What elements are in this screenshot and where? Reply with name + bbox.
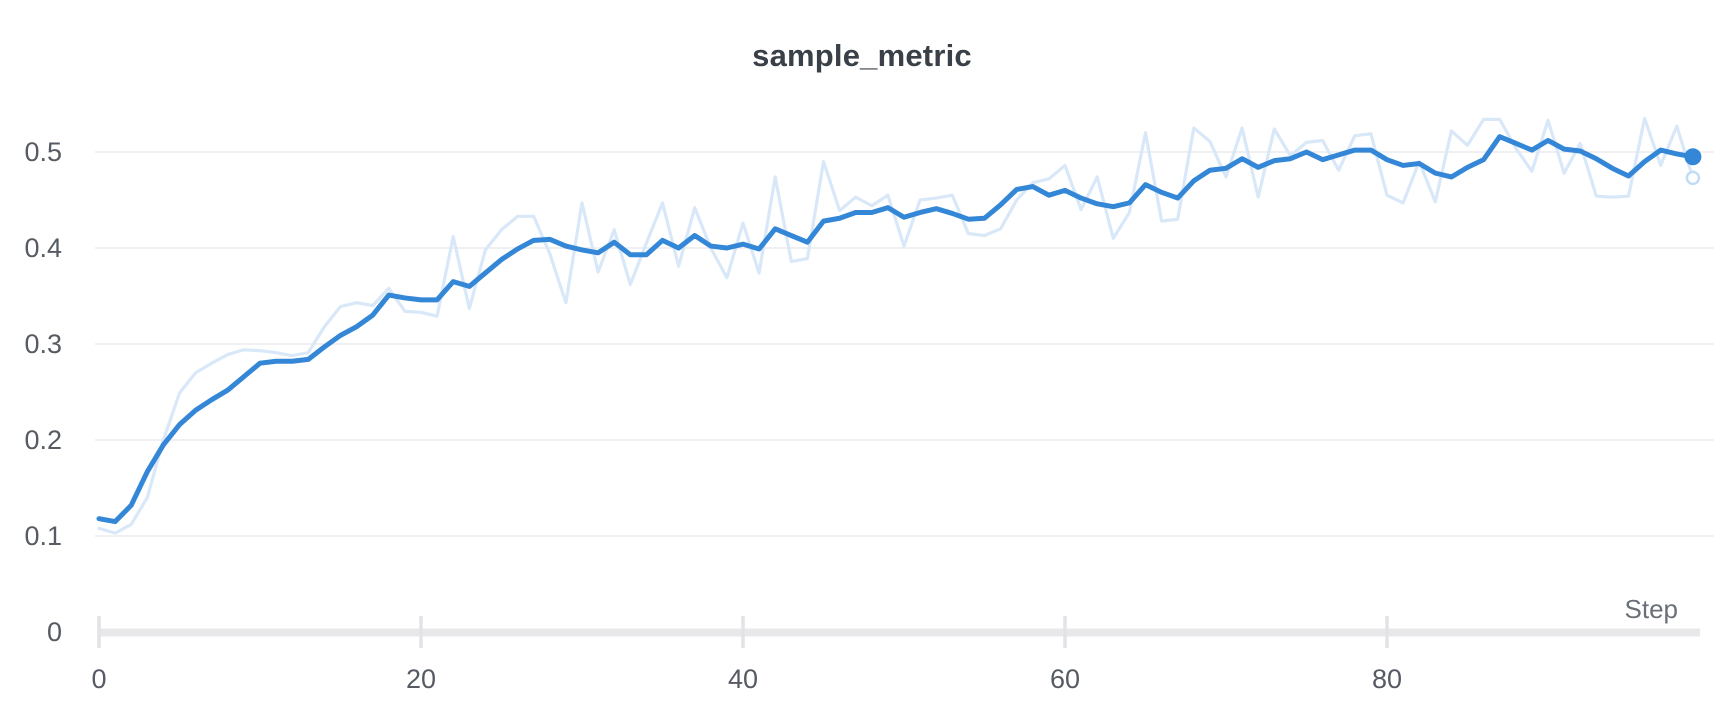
y-tick-label: 0.5: [24, 137, 62, 167]
x-axis-label: Step: [1624, 594, 1679, 624]
chart-title: sample_metric: [752, 38, 972, 73]
x-tick-mark: [419, 616, 423, 648]
smoothed-final-value-dot: [1684, 148, 1702, 166]
x-tick-label: 20: [406, 664, 436, 694]
x-tick-label: 60: [1050, 664, 1080, 694]
x-tick-mark: [741, 616, 745, 648]
x-tick-label: 80: [1372, 664, 1402, 694]
raw-final-value-dot: [1685, 170, 1701, 186]
x-tick-mark: [1385, 616, 1389, 648]
smoothed-series-line: [96, 134, 1696, 525]
x-tick-mark: [1063, 616, 1067, 648]
raw-series-line: [97, 116, 1695, 535]
y-tick-label: 0.1: [24, 521, 62, 551]
y-tick-label: 0.2: [24, 425, 62, 455]
y-tick-label: 0.3: [24, 329, 62, 359]
x-tick-label: 0: [91, 664, 106, 694]
x-tick-label: 40: [728, 664, 758, 694]
y-tick-label: 0: [47, 617, 62, 647]
y-tick-label: 0.4: [24, 233, 62, 263]
x-axis-line: [99, 628, 1700, 637]
x-tick-mark: [97, 616, 101, 648]
